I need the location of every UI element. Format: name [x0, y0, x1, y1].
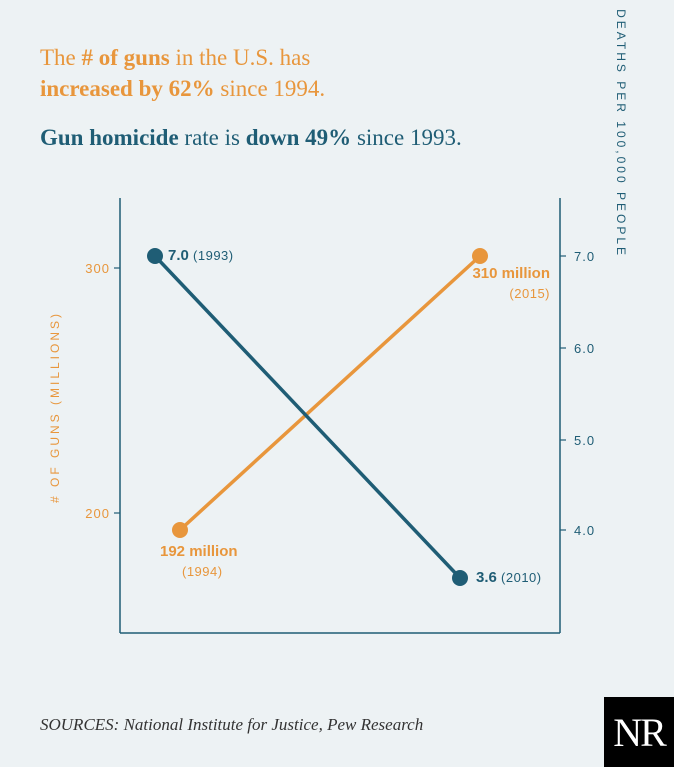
chart-svg — [40, 168, 634, 668]
guns-point-start — [172, 522, 188, 538]
ytick-left-200: 200 — [70, 506, 110, 521]
left-axis-label: # OF GUNS (MILLIONS) — [48, 311, 62, 503]
homicide-end-label: 3.6 (2010) — [476, 568, 542, 588]
chart: 200 300 4.0 5.0 6.0 7.0 # OF GUNS (MILLI… — [40, 168, 634, 668]
bold: # of guns — [82, 45, 170, 70]
text: rate is — [179, 125, 246, 150]
guns-line — [180, 256, 480, 530]
year: (1993) — [193, 248, 234, 263]
guns-start-label: 192 million (1994) — [160, 542, 238, 581]
guns-end-label: 310 million (2015) — [440, 264, 550, 303]
bold: down 49% — [246, 125, 351, 150]
headline-guns: The # of guns in the U.S. has increased … — [40, 42, 634, 104]
ytick-right-4: 4.0 — [574, 523, 614, 538]
ytick-right-5: 5.0 — [574, 433, 614, 448]
right-axis-label: DEATHS PER 100,000 PEOPLE — [614, 9, 628, 258]
headline-homicide: Gun homicide rate is down 49% since 1993… — [40, 122, 634, 153]
text: in the U.S. has — [170, 45, 311, 70]
bold: Gun homicide — [40, 125, 179, 150]
value: 310 million — [472, 265, 550, 282]
homicide-point-start — [147, 248, 163, 264]
ytick-right-7: 7.0 — [574, 249, 614, 264]
homicide-line — [155, 256, 460, 578]
year: (2015) — [509, 286, 550, 301]
value: 192 million — [160, 543, 238, 560]
nr-logo: NR — [604, 697, 674, 767]
header: The # of guns in the U.S. has increased … — [0, 0, 674, 163]
ytick-left-300: 300 — [70, 261, 110, 276]
year: (2010) — [501, 570, 542, 585]
homicide-point-end — [452, 570, 468, 586]
value: 7.0 — [168, 247, 189, 264]
guns-point-end — [472, 248, 488, 264]
sources-text: SOURCES: National Institute for Justice,… — [40, 715, 423, 735]
homicide-start-label: 7.0 (1993) — [168, 246, 234, 266]
value: 3.6 — [476, 569, 497, 586]
text: The — [40, 45, 82, 70]
bold: increased by 62% — [40, 76, 215, 101]
ytick-right-6: 6.0 — [574, 341, 614, 356]
text: since 1993. — [351, 125, 462, 150]
year: (1994) — [182, 564, 223, 579]
text: since 1994. — [215, 76, 326, 101]
